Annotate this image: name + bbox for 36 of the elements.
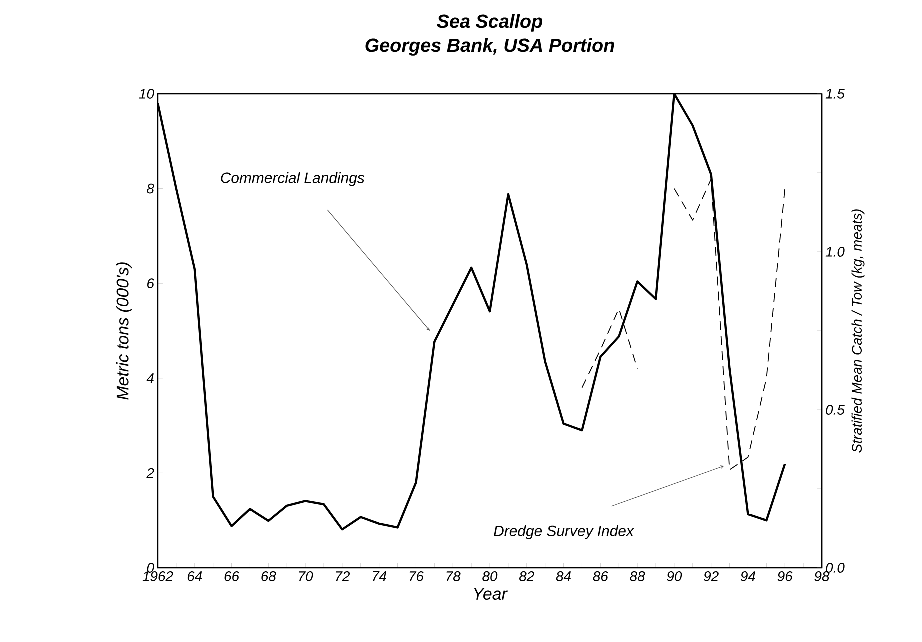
y2-tick-label: 1.0 [826,247,845,257]
x-tick-label: 66 [224,572,240,582]
y2-axis-title: Stratified Mean Catch / Tow (kg, meats) [852,210,865,453]
x-tick-label: 88 [630,572,646,582]
y-tick-label: 2 [146,468,154,478]
x-tick-label: 94 [740,572,756,582]
x-tick-label: 76 [410,572,424,582]
y2-tick-label: 0.5 [826,405,845,415]
y-tick-label: 0 [147,563,154,573]
text: Commercial Landings [221,172,365,186]
x-tick-label: 84 [556,572,572,582]
y2-tick-label: 0.0 [826,563,845,573]
x-axis-title: Year [474,588,508,600]
x-tick-label: 82 [520,572,534,582]
x-tick-label: 64 [188,572,202,582]
x-tick-label: 92 [704,572,719,582]
text: Dredge Survey Index [494,525,634,540]
x-tick-label: 74 [373,572,387,582]
chart-title: Sea Scallop [437,14,543,32]
x-tick-label: 98 [814,572,830,582]
x-tick-label: 90 [667,572,682,582]
y2-tick-label: 1.5 [826,89,845,99]
y-tick-label: 10 [139,89,154,99]
x-tick-label: 78 [446,572,461,582]
x-tick-label: 96 [778,572,793,582]
x-tick-label: 80 [482,572,498,582]
y-tick-label: 4 [146,374,154,384]
x-tick-label: 70 [299,572,314,582]
chart-subtitle: Georges Bank, USA Portion [366,38,614,56]
y-tick-label: 6 [148,278,154,289]
x-tick-label: 72 [336,572,350,582]
y-tick-label: 8 [147,184,154,194]
x-tick-label: 68 [262,572,276,582]
x-tick-label: 1962 [142,572,174,582]
y-axis-title: Metric tons (000's) [116,262,132,400]
x-tick-label: 86 [593,572,608,582]
